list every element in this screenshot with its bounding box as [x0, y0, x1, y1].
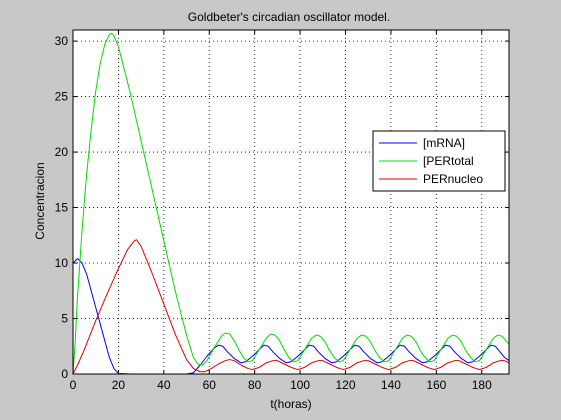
- y-axis-label: Concentracion: [33, 162, 47, 239]
- legend-label-pernucleo: PERnucleo: [423, 172, 483, 186]
- y-tick-label: 20: [55, 145, 69, 159]
- chart-title: Goldbeter's circadian oscillator model.: [188, 10, 390, 24]
- legend-label-pertotal: [PERtotal: [423, 154, 474, 168]
- x-tick-label: 140: [381, 378, 401, 392]
- y-tick-label: 10: [55, 256, 69, 270]
- y-tick-label: 5: [61, 312, 68, 326]
- axes-box: [72, 29, 510, 375]
- legend-label-mrna: [mRNA]: [423, 136, 465, 150]
- gridlines: [73, 30, 509, 374]
- x-axis-label: t(horas): [270, 397, 311, 411]
- x-tick-label: 160: [426, 378, 446, 392]
- x-tick-label: 100: [290, 378, 310, 392]
- x-tick-label: 80: [248, 378, 262, 392]
- legend: [mRNA] [PERtotal PERnucleo: [372, 130, 506, 192]
- y-tick-label: 0: [61, 367, 68, 381]
- y-tick-label: 30: [55, 34, 69, 48]
- series-line-pernucleo: [72, 239, 510, 375]
- x-tick-label: 120: [335, 378, 355, 392]
- x-tick-label: 0: [70, 378, 77, 392]
- series-line-pertotal: [72, 32, 510, 375]
- x-tick-label: 40: [157, 378, 171, 392]
- plot-area: [73, 30, 509, 374]
- y-tick-label: 25: [55, 90, 69, 104]
- y-axis-ticks: 0 5 10 15 20 25 30: [55, 34, 509, 381]
- x-tick-label: 60: [203, 378, 217, 392]
- x-tick-label: 20: [112, 378, 126, 392]
- x-axis-ticks: 0 20 40 60 80 100 120 140 160 180: [70, 30, 492, 392]
- y-tick-label: 15: [55, 201, 69, 215]
- x-tick-label: 180: [472, 378, 492, 392]
